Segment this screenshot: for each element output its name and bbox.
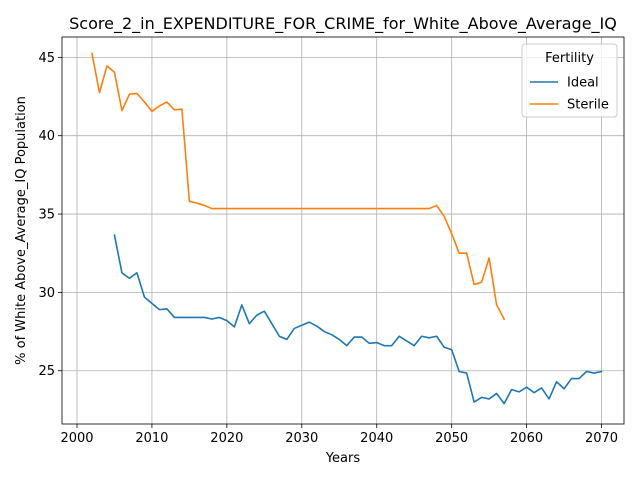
- legend-label-sterile: Sterile: [567, 98, 609, 113]
- y-tick-label: 25: [38, 364, 55, 379]
- x-tick-label: 2020: [210, 431, 243, 446]
- x-tick-label: 2030: [285, 431, 318, 446]
- x-tick-label: 2070: [585, 431, 618, 446]
- y-tick-label: 30: [38, 286, 55, 301]
- legend: Fertility Ideal Sterile: [522, 44, 617, 117]
- legend-label-ideal: Ideal: [567, 76, 599, 91]
- x-tick-label: 2050: [435, 431, 468, 446]
- x-tick-label: 2010: [135, 431, 168, 446]
- x-axis-title: Years: [325, 451, 361, 466]
- y-tick-label: 45: [38, 51, 55, 66]
- y-tick-label: 40: [38, 129, 55, 144]
- chart-title: Score_2_in_EXPENDITURE_FOR_CRIME_for_Whi…: [69, 14, 617, 34]
- x-tick-label: 2060: [510, 431, 543, 446]
- x-tick-label: 2040: [360, 431, 393, 446]
- legend-title: Fertility: [545, 51, 594, 66]
- y-axis-title: % of White Above_Average_IQ Population: [14, 96, 29, 365]
- x-tick-label: 2000: [60, 431, 93, 446]
- y-tick-label: 35: [38, 208, 55, 223]
